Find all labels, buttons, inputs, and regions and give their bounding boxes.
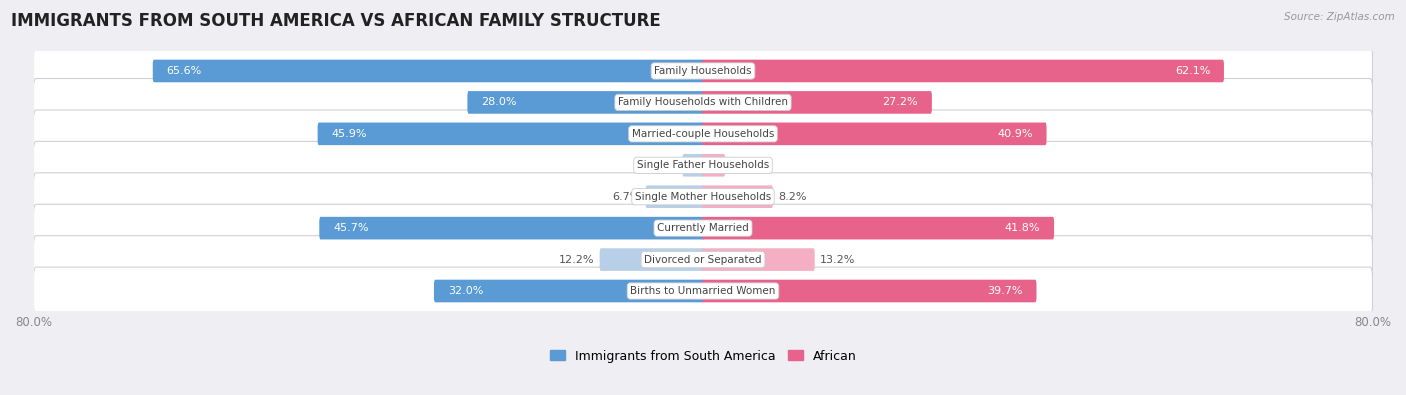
FancyBboxPatch shape bbox=[702, 280, 1036, 302]
FancyBboxPatch shape bbox=[34, 236, 1372, 284]
FancyBboxPatch shape bbox=[702, 60, 1225, 82]
Text: 65.6%: 65.6% bbox=[166, 66, 202, 76]
Text: Births to Unmarried Women: Births to Unmarried Women bbox=[630, 286, 776, 296]
Text: 62.1%: 62.1% bbox=[1175, 66, 1211, 76]
Text: 32.0%: 32.0% bbox=[447, 286, 484, 296]
Text: Source: ZipAtlas.com: Source: ZipAtlas.com bbox=[1284, 12, 1395, 22]
FancyBboxPatch shape bbox=[702, 91, 932, 114]
Text: 27.2%: 27.2% bbox=[883, 98, 918, 107]
Text: Currently Married: Currently Married bbox=[657, 223, 749, 233]
FancyBboxPatch shape bbox=[702, 154, 725, 177]
FancyBboxPatch shape bbox=[434, 280, 704, 302]
FancyBboxPatch shape bbox=[34, 141, 1372, 189]
Text: 45.7%: 45.7% bbox=[333, 223, 368, 233]
FancyBboxPatch shape bbox=[645, 185, 704, 208]
FancyBboxPatch shape bbox=[34, 47, 1372, 95]
Text: 28.0%: 28.0% bbox=[481, 98, 517, 107]
Text: 45.9%: 45.9% bbox=[332, 129, 367, 139]
Text: 2.3%: 2.3% bbox=[648, 160, 678, 170]
FancyBboxPatch shape bbox=[682, 154, 704, 177]
Text: Single Mother Households: Single Mother Households bbox=[636, 192, 770, 202]
Text: 2.5%: 2.5% bbox=[731, 160, 759, 170]
FancyBboxPatch shape bbox=[467, 91, 704, 114]
FancyBboxPatch shape bbox=[319, 217, 704, 239]
FancyBboxPatch shape bbox=[702, 122, 1046, 145]
Text: 8.2%: 8.2% bbox=[779, 192, 807, 202]
FancyBboxPatch shape bbox=[34, 79, 1372, 126]
FancyBboxPatch shape bbox=[153, 60, 704, 82]
FancyBboxPatch shape bbox=[702, 248, 814, 271]
Legend: Immigrants from South America, African: Immigrants from South America, African bbox=[550, 350, 856, 363]
Text: Single Father Households: Single Father Households bbox=[637, 160, 769, 170]
Text: 40.9%: 40.9% bbox=[997, 129, 1033, 139]
Text: 13.2%: 13.2% bbox=[820, 254, 855, 265]
Text: Family Households: Family Households bbox=[654, 66, 752, 76]
Text: Divorced or Separated: Divorced or Separated bbox=[644, 254, 762, 265]
FancyBboxPatch shape bbox=[34, 173, 1372, 220]
Text: 12.2%: 12.2% bbox=[558, 254, 595, 265]
FancyBboxPatch shape bbox=[34, 267, 1372, 315]
FancyBboxPatch shape bbox=[702, 217, 1054, 239]
FancyBboxPatch shape bbox=[702, 185, 773, 208]
Text: 41.8%: 41.8% bbox=[1005, 223, 1040, 233]
Text: Married-couple Households: Married-couple Households bbox=[631, 129, 775, 139]
Text: Family Households with Children: Family Households with Children bbox=[619, 98, 787, 107]
Text: 39.7%: 39.7% bbox=[987, 286, 1022, 296]
Text: 6.7%: 6.7% bbox=[612, 192, 640, 202]
Text: IMMIGRANTS FROM SOUTH AMERICA VS AFRICAN FAMILY STRUCTURE: IMMIGRANTS FROM SOUTH AMERICA VS AFRICAN… bbox=[11, 12, 661, 30]
FancyBboxPatch shape bbox=[34, 204, 1372, 252]
FancyBboxPatch shape bbox=[599, 248, 704, 271]
FancyBboxPatch shape bbox=[34, 110, 1372, 158]
FancyBboxPatch shape bbox=[318, 122, 704, 145]
